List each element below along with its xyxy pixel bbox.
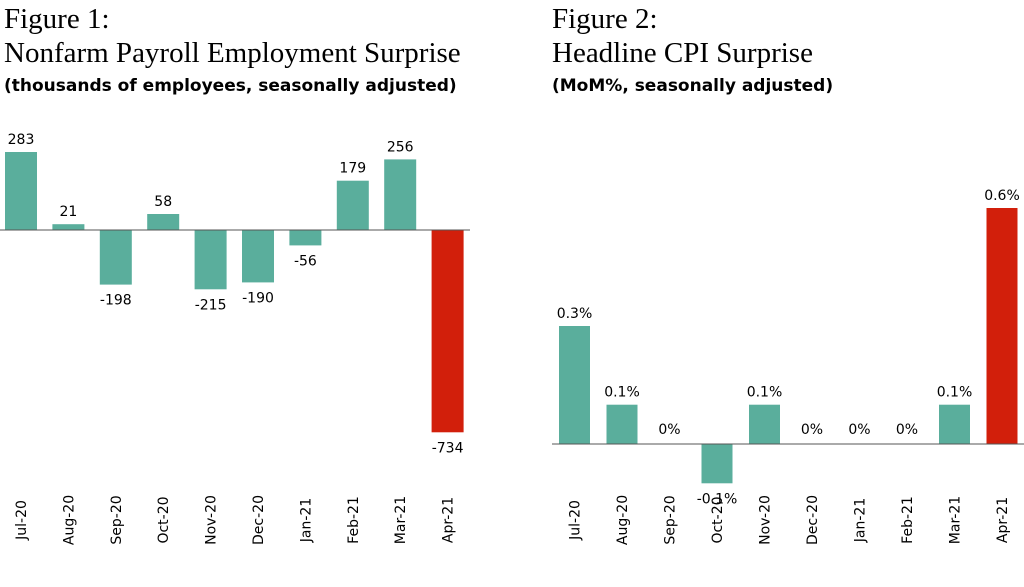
cpi-value-label: 0% [658,422,680,438]
payroll-category-label: Feb-21 [346,496,362,544]
payroll-bar-Mar-21 [384,159,417,230]
payroll-bar-Sep-20 [99,230,132,285]
cpi-value-label: 0% [896,422,918,438]
cpi-category-label: Mar-21 [948,496,964,544]
cpi-bar-chart: 0.3% Jul-20 0.1% Aug-20 0% Sep-20 -0.1%Oct-20 0… [552,188,1024,545]
cpi-category-label: Jul-20 [568,500,584,541]
payroll-bar-Jul-20 [5,152,37,230]
cpi-category-label: Nov-20 [758,495,774,545]
payroll-value-label: -198 [100,293,132,309]
cpi-bar-Nov-20 [749,404,780,444]
payroll-value-label: -215 [195,297,227,313]
chart-panel-nonfarm-payroll: Figure 1: Nonfarm Payroll Employment Sur… [0,0,500,587]
payroll-category-label: Jan-21 [298,498,314,543]
cpi-category-label: Sep-20 [663,495,679,544]
payroll-bar-Aug-20 [52,224,85,230]
cpi-value-label: 0.1% [937,385,973,401]
payroll-value-label: -190 [242,290,274,306]
payroll-value-label: 283 [8,132,35,148]
cpi-value-label: 0.1% [604,385,640,401]
figure-2-subtitle: (MoM%, seasonally adjusted) [552,76,834,96]
cpi-value-label: -0.1% [697,491,738,507]
payroll-value-label: -734 [432,440,464,456]
payroll-value-label: -56 [294,253,317,269]
cpi-category-label: Apr-21 [995,497,1011,543]
payroll-value-label: 256 [387,139,414,155]
chart-panel-headline-cpi: Figure 2: Headline CPI Surprise (MoM%, s… [548,0,1024,587]
payroll-bar-Dec-20 [242,230,274,283]
cpi-bar-Jul-20 [559,326,590,444]
figure-2-label: Figure 2: [552,3,658,35]
figure-2-title: Headline CPI Surprise [552,37,813,69]
payroll-bar-chart: 283 Jul-20 21 Aug-20 -198 Sep-20 58 Oct-20 -215 N… [0,132,470,545]
cpi-category-label: Jan-21 [853,498,869,543]
cpi-bar-Aug-20 [606,404,638,444]
payroll-category-label: Jul-20 [14,500,30,541]
payroll-bar-Jan-21 [289,230,322,246]
payroll-value-label: 58 [154,194,172,210]
cpi-bar-Mar-21 [939,404,970,444]
payroll-category-label: Dec-20 [251,495,267,545]
figure-1-subtitle: (thousands of employees, seasonally adju… [4,76,457,96]
cpi-category-label: Feb-21 [900,496,916,544]
payroll-category-label: Oct-20 [156,496,172,543]
figure-1-label: Figure 1: [4,3,110,35]
payroll-bar-Feb-21 [336,180,369,230]
cpi-bar-Oct-20 [701,444,733,484]
payroll-value-label: 179 [339,161,366,177]
cpi-value-label: 0.1% [747,385,783,401]
cpi-value-label: 0.6% [984,188,1020,204]
cpi-bar-Apr-21 [986,208,1018,444]
payroll-bar-Apr-21 [431,230,464,433]
cpi-category-label: Oct-20 [710,496,726,543]
payroll-category-label: Aug-20 [61,495,77,545]
cpi-value-label: 0% [848,422,870,438]
payroll-category-label: Nov-20 [204,495,220,545]
payroll-category-label: Sep-20 [109,495,125,544]
cpi-value-label: 0.3% [557,306,593,322]
payroll-category-label: Apr-21 [441,497,457,543]
payroll-value-label: 21 [59,204,77,220]
payroll-bar-Oct-20 [147,214,180,230]
figure-1-title: Nonfarm Payroll Employment Surprise [4,37,461,69]
cpi-category-label: Dec-20 [805,495,821,545]
payroll-category-label: Mar-21 [393,496,409,544]
cpi-value-label: 0% [801,422,823,438]
payroll-bar-Nov-20 [194,230,227,290]
cpi-category-label: Aug-20 [615,495,631,545]
